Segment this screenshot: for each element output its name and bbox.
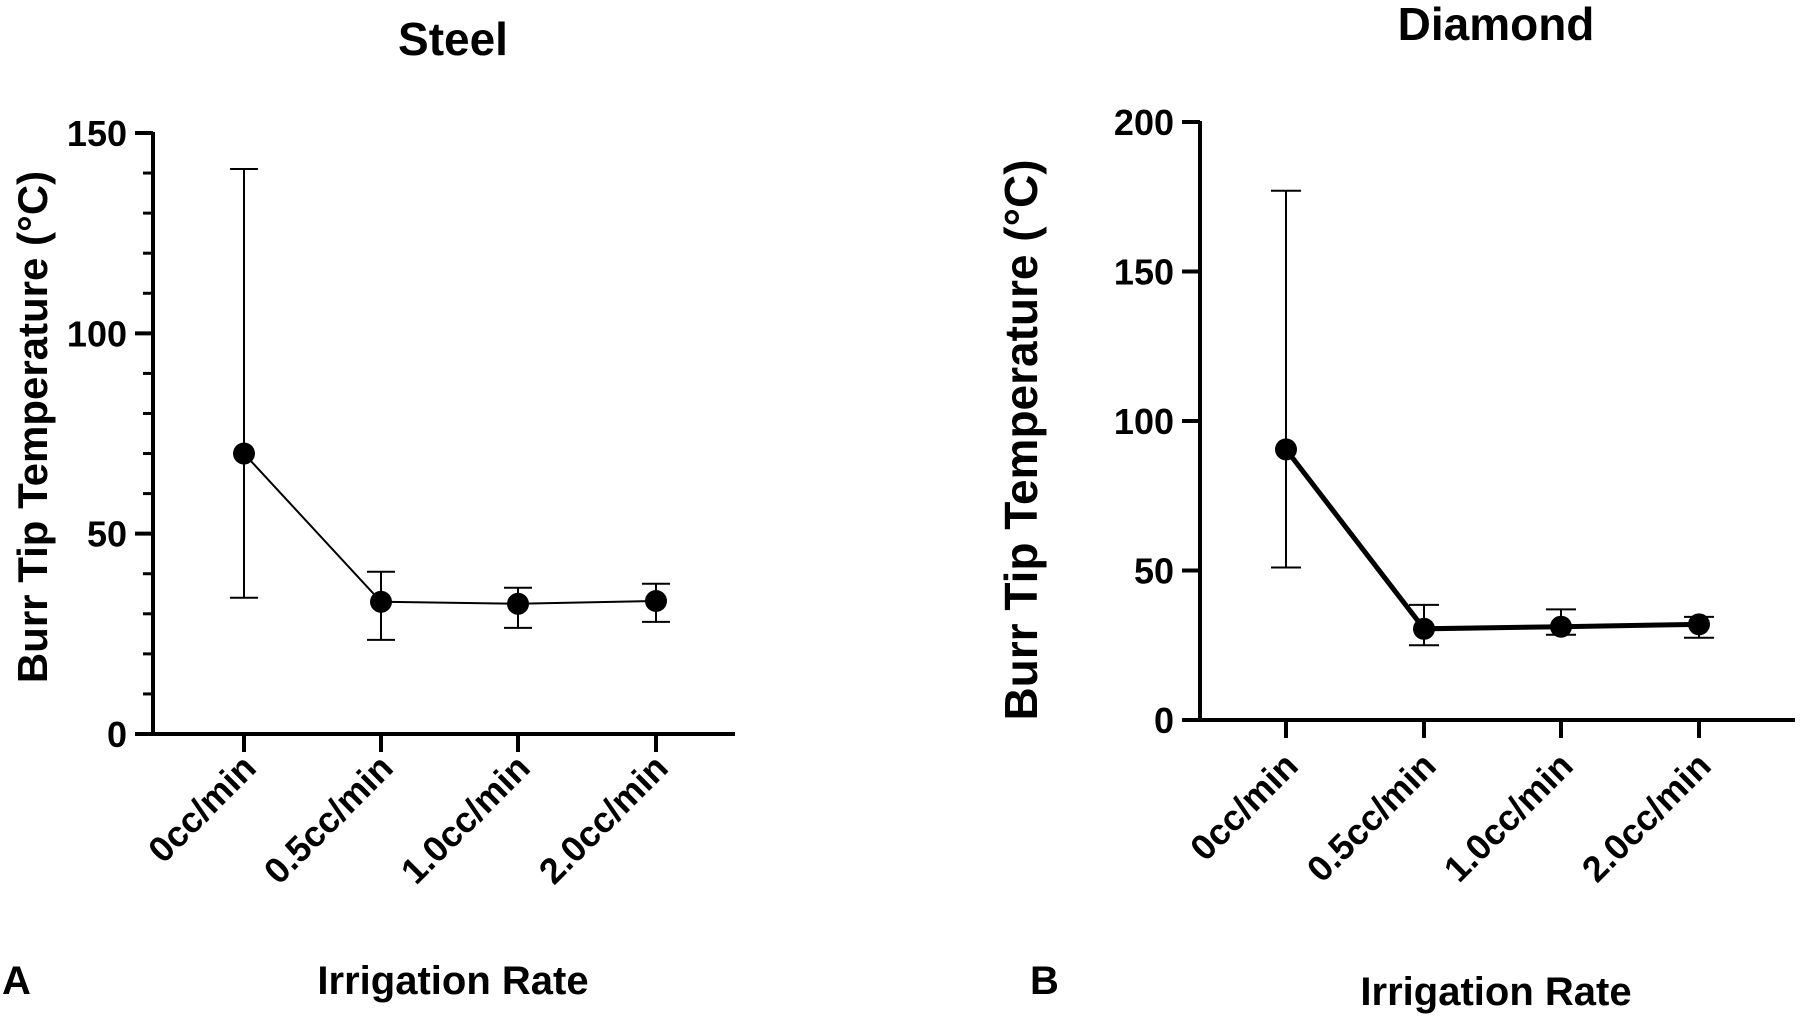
- panel-a-data-point: [645, 589, 667, 612]
- panel-a-title: Steel: [398, 13, 508, 65]
- panel-b-x-tick-label: 1.0cc/min: [1436, 745, 1581, 890]
- panel-a-x-tick-label: 1.0cc/min: [393, 747, 538, 892]
- panel-a-data-point: [370, 590, 392, 613]
- panel-a-y-tick-label: 0: [107, 714, 127, 755]
- panel-b-x-tick-label: 0.5cc/min: [1299, 745, 1444, 890]
- panel-a-y-tick-label: 100: [67, 313, 127, 354]
- panel-b-diamond-chart: Diamond Burr Tip Temperature (°C) Irriga…: [995, 0, 1795, 1014]
- panel-a-series-line: [243, 452, 657, 605]
- panel-b-y-tick-label: 200: [1114, 102, 1174, 143]
- panel-b-data-point: [1550, 615, 1572, 638]
- panel-a-y-tick-label: 50: [87, 514, 127, 555]
- panel-b-y-tick-label: 100: [1114, 401, 1174, 442]
- panel-b-data-point: [1688, 613, 1710, 636]
- panel-a-label: A: [2, 959, 31, 1003]
- panel-b-y-tick-label: 0: [1154, 700, 1174, 741]
- panel-b-plot-area: 0 50 100 150 200 0cc/min0.5cc/min1.0cc/min2.0…: [1114, 102, 1795, 890]
- panel-a-y-tick-label: 150: [67, 113, 127, 154]
- panel-a-steel-chart: Steel Burr Tip Temperature (°C) Irrigati…: [2, 13, 735, 1003]
- panel-b-x-axis-label: Irrigation Rate: [1360, 970, 1631, 1014]
- panel-b-y-tick-label: 150: [1114, 252, 1174, 293]
- panel-a-data-point: [233, 442, 255, 465]
- panel-a-x-axis-label: Irrigation Rate: [317, 959, 588, 1003]
- panel-a-x-tick-label: 2.0cc/min: [531, 747, 676, 892]
- panel-a-data-point: [507, 592, 529, 615]
- panel-b-y-tick-label: 50: [1134, 551, 1174, 592]
- panel-a-y-axis-label: Burr Tip Temperature (°C): [9, 171, 56, 683]
- panel-b-series-line: [1284, 447, 1700, 632]
- panel-b-data-point: [1413, 617, 1435, 640]
- panel-a-x-tick-label: 0.5cc/min: [256, 747, 401, 892]
- panel-b-title: Diamond: [1398, 0, 1595, 50]
- panel-a-plot-area: 0 50 100 150 0cc/min0.5cc/min1.0cc/min2.0cc/…: [67, 113, 735, 892]
- panel-b-x-tick-label: 0cc/min: [1182, 745, 1306, 869]
- panel-b-y-axis-label: Burr Tip Temperature (°C): [995, 159, 1047, 720]
- panel-b-data-point: [1275, 438, 1297, 461]
- panel-b-x-tick-label: 2.0cc/min: [1574, 745, 1719, 890]
- panel-a-x-tick-label: 0cc/min: [140, 747, 264, 871]
- panel-b-label: B: [1030, 959, 1059, 1003]
